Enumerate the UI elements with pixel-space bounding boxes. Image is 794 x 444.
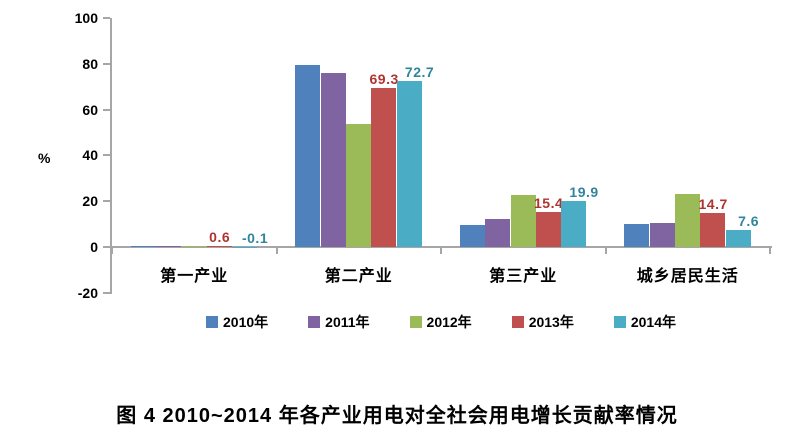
- legend-item: 2011年: [308, 312, 370, 332]
- bar: [485, 218, 511, 247]
- bar-value-label: 0.6: [209, 228, 231, 245]
- y-tick-label: 40: [82, 147, 98, 164]
- category-label: 第二产业: [324, 268, 393, 285]
- bar: [459, 225, 485, 247]
- y-tick-label: -20: [77, 284, 98, 301]
- legend-label: 2014年: [630, 314, 676, 330]
- legend-swatch-icon: [206, 316, 218, 328]
- y-axis-title: %: [38, 150, 51, 166]
- y-tick-mark: [103, 246, 110, 248]
- bar: [535, 211, 561, 247]
- bar: [295, 64, 321, 247]
- bar-value-label: -0.1: [241, 230, 269, 246]
- category-label: 城乡居民生活: [636, 268, 739, 285]
- x-tick-mark: [604, 247, 607, 254]
- y-tick-mark: [103, 154, 110, 157]
- legend-item: 2010年: [206, 312, 268, 332]
- legend-label: 2011年: [325, 314, 370, 330]
- legend-item: 2012年: [409, 312, 472, 332]
- x-tick-mark: [769, 247, 771, 254]
- figure-caption: 图 4 2010~2014 年各产业用电对全社会用电增长贡献率情况: [116, 405, 678, 427]
- legend-label: 2013年: [528, 314, 574, 330]
- bar-value-label: 72.7: [404, 63, 435, 80]
- bar: [371, 88, 397, 247]
- y-tick-label: 60: [82, 101, 98, 118]
- bar: [206, 245, 232, 247]
- bar: [346, 124, 372, 247]
- bar: [624, 224, 650, 247]
- category-label: 第三产业: [489, 268, 558, 285]
- y-tick-mark: [103, 108, 110, 111]
- y-tick-mark: [103, 200, 110, 203]
- bar: [320, 72, 346, 247]
- bar: [130, 245, 156, 247]
- bar: [561, 201, 587, 247]
- x-tick-mark: [275, 247, 278, 254]
- y-tick-mark: [103, 17, 110, 19]
- bar-value-label: 14.7: [698, 196, 728, 213]
- bar-value-label: 7.6: [738, 212, 760, 229]
- y-tick-label: 20: [82, 193, 98, 210]
- bar: [181, 246, 207, 247]
- bar: [396, 80, 422, 247]
- y-axis-line: [110, 18, 112, 294]
- legend-swatch-icon: [511, 316, 524, 328]
- x-tick-mark: [440, 247, 442, 254]
- bar: [649, 223, 675, 247]
- y-tick-label: 80: [82, 55, 98, 72]
- bar: [675, 194, 701, 247]
- legend-label: 2012年: [426, 314, 472, 330]
- y-tick-label: 100: [74, 10, 98, 26]
- legend: 2010年 2011年 2012年 2013年 2014年: [112, 312, 770, 332]
- y-tick-label: 0: [90, 239, 98, 255]
- y-tick-mark: [103, 291, 110, 294]
- bar: [510, 195, 536, 247]
- bar: [232, 247, 258, 248]
- x-tick-mark: [111, 247, 113, 254]
- legend-swatch-icon: [613, 316, 626, 328]
- bar: [700, 213, 726, 247]
- legend-item: 2013年: [511, 312, 574, 332]
- bar: [725, 229, 751, 247]
- legend-swatch-icon: [308, 316, 321, 328]
- legend-swatch-icon: [409, 316, 422, 328]
- bar-value-label: 19.9: [569, 184, 599, 201]
- bar: [156, 246, 182, 247]
- category-label: 第一产业: [160, 268, 229, 285]
- bar-value-label: 69.3: [369, 71, 399, 88]
- legend-label: 2010年: [223, 314, 269, 330]
- bar-value-label: 15.4: [534, 194, 564, 211]
- y-tick-mark: [103, 62, 110, 65]
- legend-item: 2014年: [613, 312, 676, 332]
